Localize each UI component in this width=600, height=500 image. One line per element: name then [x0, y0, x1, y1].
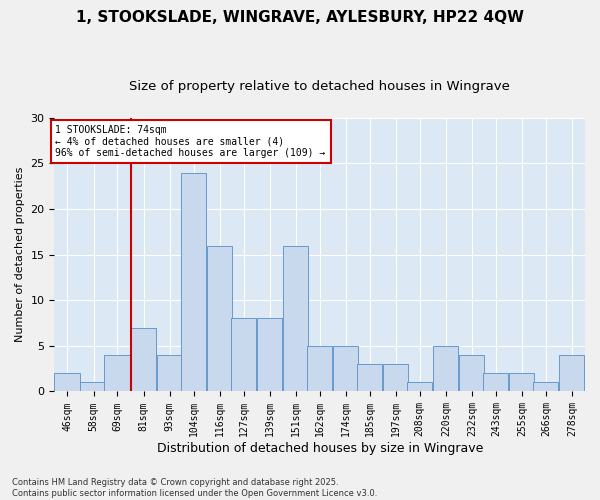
Bar: [131, 328, 156, 392]
Text: 1, STOOKSLADE, WINGRAVE, AYLESBURY, HP22 4QW: 1, STOOKSLADE, WINGRAVE, AYLESBURY, HP22…: [76, 10, 524, 25]
Bar: [257, 318, 282, 392]
Title: Size of property relative to detached houses in Wingrave: Size of property relative to detached ho…: [129, 80, 510, 93]
Bar: [55, 373, 80, 392]
Bar: [80, 382, 106, 392]
Bar: [433, 346, 458, 392]
Bar: [383, 364, 408, 392]
Text: 1 STOOKSLADE: 74sqm
← 4% of detached houses are smaller (4)
96% of semi-detached: 1 STOOKSLADE: 74sqm ← 4% of detached hou…: [55, 125, 326, 158]
Y-axis label: Number of detached properties: Number of detached properties: [15, 167, 25, 342]
Bar: [559, 355, 584, 392]
Bar: [333, 346, 358, 392]
Bar: [104, 355, 130, 392]
X-axis label: Distribution of detached houses by size in Wingrave: Distribution of detached houses by size …: [157, 442, 483, 455]
Bar: [206, 246, 232, 392]
Bar: [157, 355, 182, 392]
Bar: [483, 373, 508, 392]
Bar: [283, 246, 308, 392]
Text: Contains HM Land Registry data © Crown copyright and database right 2025.
Contai: Contains HM Land Registry data © Crown c…: [12, 478, 377, 498]
Bar: [459, 355, 484, 392]
Bar: [181, 172, 206, 392]
Bar: [230, 318, 256, 392]
Bar: [533, 382, 558, 392]
Bar: [307, 346, 332, 392]
Bar: [407, 382, 432, 392]
Bar: [509, 373, 535, 392]
Bar: [356, 364, 382, 392]
